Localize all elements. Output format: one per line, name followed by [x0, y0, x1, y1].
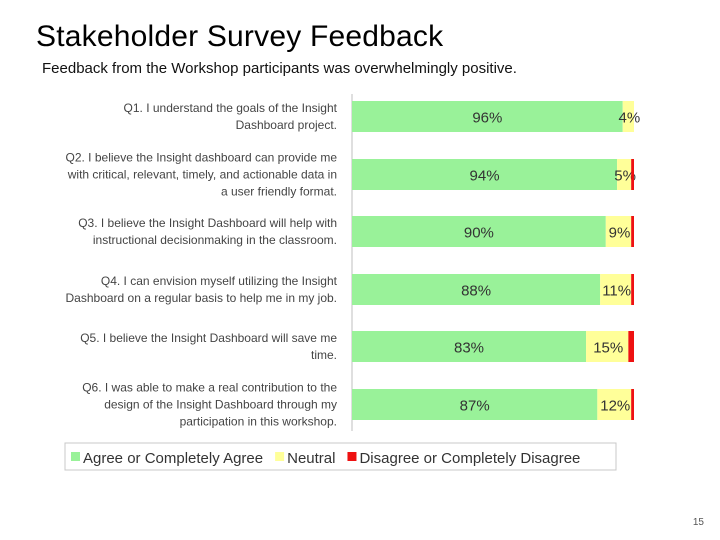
legend-swatch [275, 452, 285, 461]
data-label: 87% [460, 398, 490, 415]
legend-entry: Agree or Completely Agree [83, 450, 263, 467]
legend-box [64, 442, 617, 471]
bar-segment [605, 216, 632, 247]
bar-segment [352, 331, 587, 362]
data-label: 90% [464, 225, 494, 242]
bar-segment [622, 101, 634, 132]
bar-segment [631, 389, 634, 420]
data-label: 4% [619, 110, 641, 127]
bar-segment [631, 274, 634, 305]
data-label: 96% [472, 110, 502, 127]
category-label: Q1. I understand the goals of the Insigh… [124, 101, 338, 132]
bar-segment [352, 101, 623, 132]
data-label: 83% [454, 340, 484, 357]
bar-segment [631, 216, 634, 247]
data-label: 9% [609, 225, 631, 242]
category-label: Q5. I believe the Insight Dashboard will… [80, 331, 337, 362]
bar-segment [586, 331, 629, 362]
bar-segment [631, 159, 634, 190]
legend-entry: Neutral [287, 450, 335, 467]
slide-title: Stakeholder Survey Feedback [36, 20, 444, 53]
legend-swatch [347, 452, 357, 461]
page-number: 15 [692, 517, 704, 528]
bar-segment [352, 274, 601, 305]
data-label: 94% [470, 168, 500, 185]
category-label: Q3. I believe the Insight Dashboard will… [78, 216, 337, 247]
slide-subtitle: Feedback from the Workshop participants … [42, 60, 517, 77]
bar-segment [352, 216, 606, 247]
bar-segment [597, 389, 632, 420]
category-label: Q2. I believe the Insight dashboard can … [66, 151, 338, 199]
legend-swatch [71, 452, 80, 461]
category-label: Q4. I can envision myself utilizing the … [66, 274, 338, 305]
legend-entry: Disagree or Completely Disagree [359, 450, 580, 467]
data-label: 5% [614, 168, 636, 185]
bar-segment [628, 331, 634, 362]
data-label: 11% [602, 283, 631, 300]
bar-segment [352, 159, 618, 190]
data-label: 15% [593, 340, 623, 357]
data-label: 12% [600, 398, 630, 415]
bar-segment [352, 389, 598, 420]
category-label: Q6. I was able to make a real contributi… [82, 381, 337, 429]
data-label: 88% [461, 283, 491, 300]
bar-segment [617, 159, 632, 190]
bar-segment [600, 274, 632, 305]
